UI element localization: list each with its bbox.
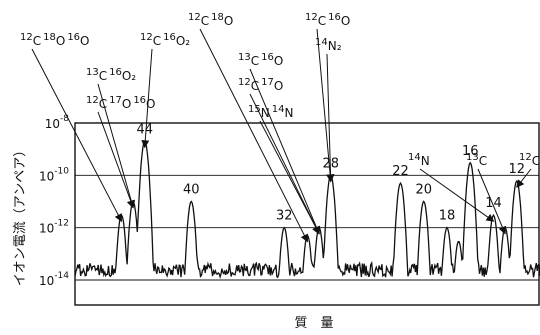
annotation-a1: 12C 18O 16O xyxy=(20,32,90,48)
annotation-a2: 12C 16O₂ xyxy=(140,32,190,48)
annotation-a8: 13C 16O xyxy=(238,52,283,68)
annotation-arrow-a1 xyxy=(32,49,122,221)
annotation-a4: 12C 17O 16O xyxy=(86,95,156,111)
peak-label-22: 22 xyxy=(392,164,409,179)
y-tick-labels: 10-8 10-10 10-12 10-14 xyxy=(39,114,69,288)
peak-label-44: 44 xyxy=(136,122,153,137)
peak-label-12: 12 xyxy=(508,162,525,177)
y-tick-label: 10-10 xyxy=(39,166,69,183)
y-tick-label: 10-14 xyxy=(39,271,69,288)
peak-label-32: 32 xyxy=(276,209,293,224)
annotation-a6: 12C 16O xyxy=(305,12,350,28)
peak-label-20: 20 xyxy=(415,183,432,198)
annotation-a3: 13C 16O₂ xyxy=(86,67,136,83)
y-tick-label: 10-12 xyxy=(39,219,69,236)
x-axis-label: 質 量 xyxy=(294,316,333,331)
annotation-a5: 12C 18O xyxy=(188,12,233,28)
y-axis-label: イオン電流（アンペア） xyxy=(13,144,28,286)
peak-label-40: 40 xyxy=(183,183,200,198)
y-tick-label: 10-8 xyxy=(45,114,70,131)
peak-label-14: 14 xyxy=(485,196,502,211)
annotation-arrow-a4 xyxy=(98,112,133,208)
annotation-a11: 14N xyxy=(408,152,430,168)
peak-label-18: 18 xyxy=(439,209,456,224)
annotation-a9: 12C 17O xyxy=(238,77,283,93)
